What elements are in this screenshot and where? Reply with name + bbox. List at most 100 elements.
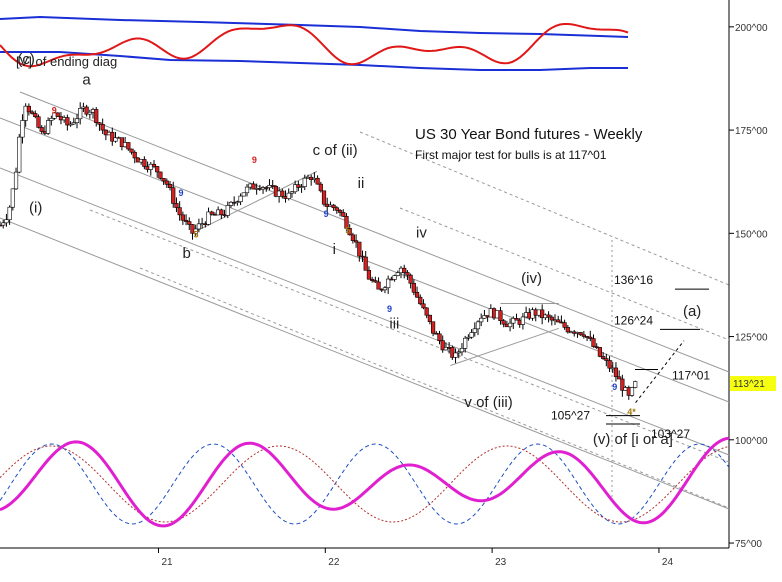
candle-body xyxy=(373,280,378,283)
candle-body xyxy=(68,123,73,126)
candle-body xyxy=(437,333,442,341)
candle-body xyxy=(344,215,349,229)
candle-body xyxy=(472,328,477,333)
wave-label: i xyxy=(333,241,336,258)
y-tick-label: 200^00 xyxy=(735,23,768,34)
candle-body xyxy=(469,332,474,338)
candle-body xyxy=(453,352,458,358)
candle-body xyxy=(466,336,471,339)
candle-body xyxy=(382,287,388,291)
candle-body xyxy=(167,184,173,188)
candle-body xyxy=(29,111,35,114)
candle-body xyxy=(440,340,445,351)
candle-body xyxy=(607,360,612,369)
level-label: 136^16 xyxy=(614,273,653,287)
candle-body xyxy=(498,310,503,321)
candle-body xyxy=(13,171,19,190)
candle-body xyxy=(39,127,44,132)
wave-label: (i) xyxy=(29,200,42,217)
candle-body xyxy=(126,142,131,150)
candle-body xyxy=(411,282,416,293)
candle-body xyxy=(370,278,375,281)
candle-body xyxy=(244,186,250,194)
candle-body xyxy=(479,317,484,323)
count-label: 9 xyxy=(52,106,57,116)
wave-label: v of (iii) xyxy=(464,394,512,411)
count-label: 5 xyxy=(194,229,199,239)
y-tick-label: 125^00 xyxy=(735,333,768,344)
candle-body xyxy=(315,177,320,185)
candle-body xyxy=(36,116,41,128)
candle-body xyxy=(321,190,327,205)
wave-label: c of (ii) xyxy=(313,142,358,159)
last-price-tag xyxy=(730,376,776,391)
candle-body xyxy=(366,269,372,280)
projection-line xyxy=(635,340,685,403)
candle-body xyxy=(4,219,9,224)
candle-body xyxy=(235,201,240,203)
wave-label: iii xyxy=(389,315,399,332)
target-levels: 136^16 126^24 117^01 105^27 103^27 xyxy=(551,273,710,441)
candle-body xyxy=(289,191,295,194)
chart-title: US 30 Year Bond futures - Weekly xyxy=(415,126,643,143)
candle-body xyxy=(414,291,420,298)
candle-body xyxy=(23,105,28,121)
candle-body xyxy=(459,348,465,353)
candle-body xyxy=(225,205,230,216)
candle-body xyxy=(546,314,551,318)
candle-body xyxy=(132,151,137,159)
candle-body xyxy=(601,356,606,359)
candle-body xyxy=(17,136,22,173)
cycle-panel xyxy=(0,436,730,528)
band-note: [V] of ending diag xyxy=(16,54,117,69)
candle-body xyxy=(347,227,352,236)
candle-body xyxy=(20,120,25,138)
count-label: 9 xyxy=(387,304,392,314)
candle-body xyxy=(376,281,381,290)
band-line xyxy=(0,51,628,71)
count-label: 5 xyxy=(345,225,350,235)
candle-body xyxy=(161,178,166,182)
regression-channels xyxy=(0,91,730,510)
candle-body xyxy=(151,163,157,167)
candle-body xyxy=(581,334,586,337)
candle-body xyxy=(341,212,346,217)
y-tick-label: 175^00 xyxy=(735,126,768,137)
candle-body xyxy=(353,240,359,243)
candle-body xyxy=(540,309,545,319)
candle-body xyxy=(155,166,160,173)
wave-ii-connector xyxy=(191,170,318,234)
candle-body xyxy=(363,256,368,271)
y-tick-label: 75^00 xyxy=(735,539,762,550)
candle-body xyxy=(55,112,60,117)
candle-body xyxy=(578,332,583,336)
wave-label: (c) xyxy=(17,51,35,68)
candle-body xyxy=(164,180,169,185)
x-tick-label: 22 xyxy=(328,557,340,568)
candle-body xyxy=(549,316,554,321)
candle-body xyxy=(402,267,407,273)
level-label: 105^27 xyxy=(551,409,590,423)
candle-body xyxy=(238,195,243,202)
level-label: 126^24 xyxy=(614,313,653,327)
candle-body xyxy=(520,316,526,325)
x-tick-label: 24 xyxy=(662,557,674,568)
td-count-labels: 9 9 5 9 9 5 9 9 4* xyxy=(52,106,637,417)
candle-body xyxy=(148,163,153,170)
candle-body xyxy=(591,338,596,348)
candle-body xyxy=(97,122,102,125)
candle-body xyxy=(507,322,513,328)
candle-body xyxy=(1,222,6,226)
candle-body xyxy=(565,327,570,333)
candle-body xyxy=(33,113,38,117)
candle-body xyxy=(219,209,224,216)
wave-label: (a) xyxy=(683,303,701,320)
count-label: 4* xyxy=(627,407,636,417)
candle-body xyxy=(241,192,246,197)
band-oscillator-panel xyxy=(0,15,629,71)
pivot-lines xyxy=(191,170,685,403)
candle-body xyxy=(418,296,423,305)
